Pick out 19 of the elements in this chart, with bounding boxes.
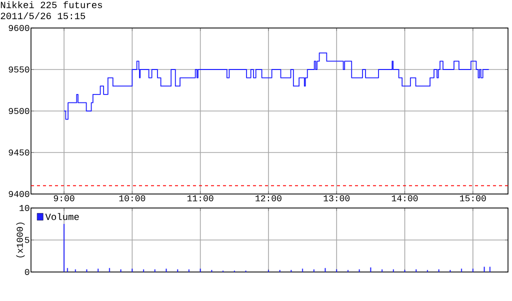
x-tick-label: 13:00 xyxy=(324,195,350,202)
x-tick-label: 12:00 xyxy=(256,195,282,202)
y-tick-label: 9550 xyxy=(8,66,30,73)
y-tick-label: 9450 xyxy=(8,149,30,156)
y-tick-label: 9600 xyxy=(8,24,30,32)
x-tick-label: 9:00 xyxy=(54,195,74,202)
y-tick-label: 9500 xyxy=(8,108,30,114)
legend-label: Volume xyxy=(45,213,79,220)
x-tick-label: 11:00 xyxy=(187,195,214,202)
y-axis-title: (x1000) xyxy=(16,222,25,258)
chart-subtitle: 2011/5/26 15:15 xyxy=(0,12,86,20)
y-tick-label: 10 xyxy=(20,204,30,212)
x-tick-label: 10:00 xyxy=(119,195,146,202)
y-tick-label: 0 xyxy=(24,268,30,276)
chart-title: Nikkei 225 futures xyxy=(0,1,102,8)
y-tick-label: 9400 xyxy=(8,190,30,198)
y-tick-label: 5 xyxy=(24,237,30,244)
x-tick-label: 14:00 xyxy=(392,195,418,202)
x-tick-label: 15:00 xyxy=(460,195,486,202)
